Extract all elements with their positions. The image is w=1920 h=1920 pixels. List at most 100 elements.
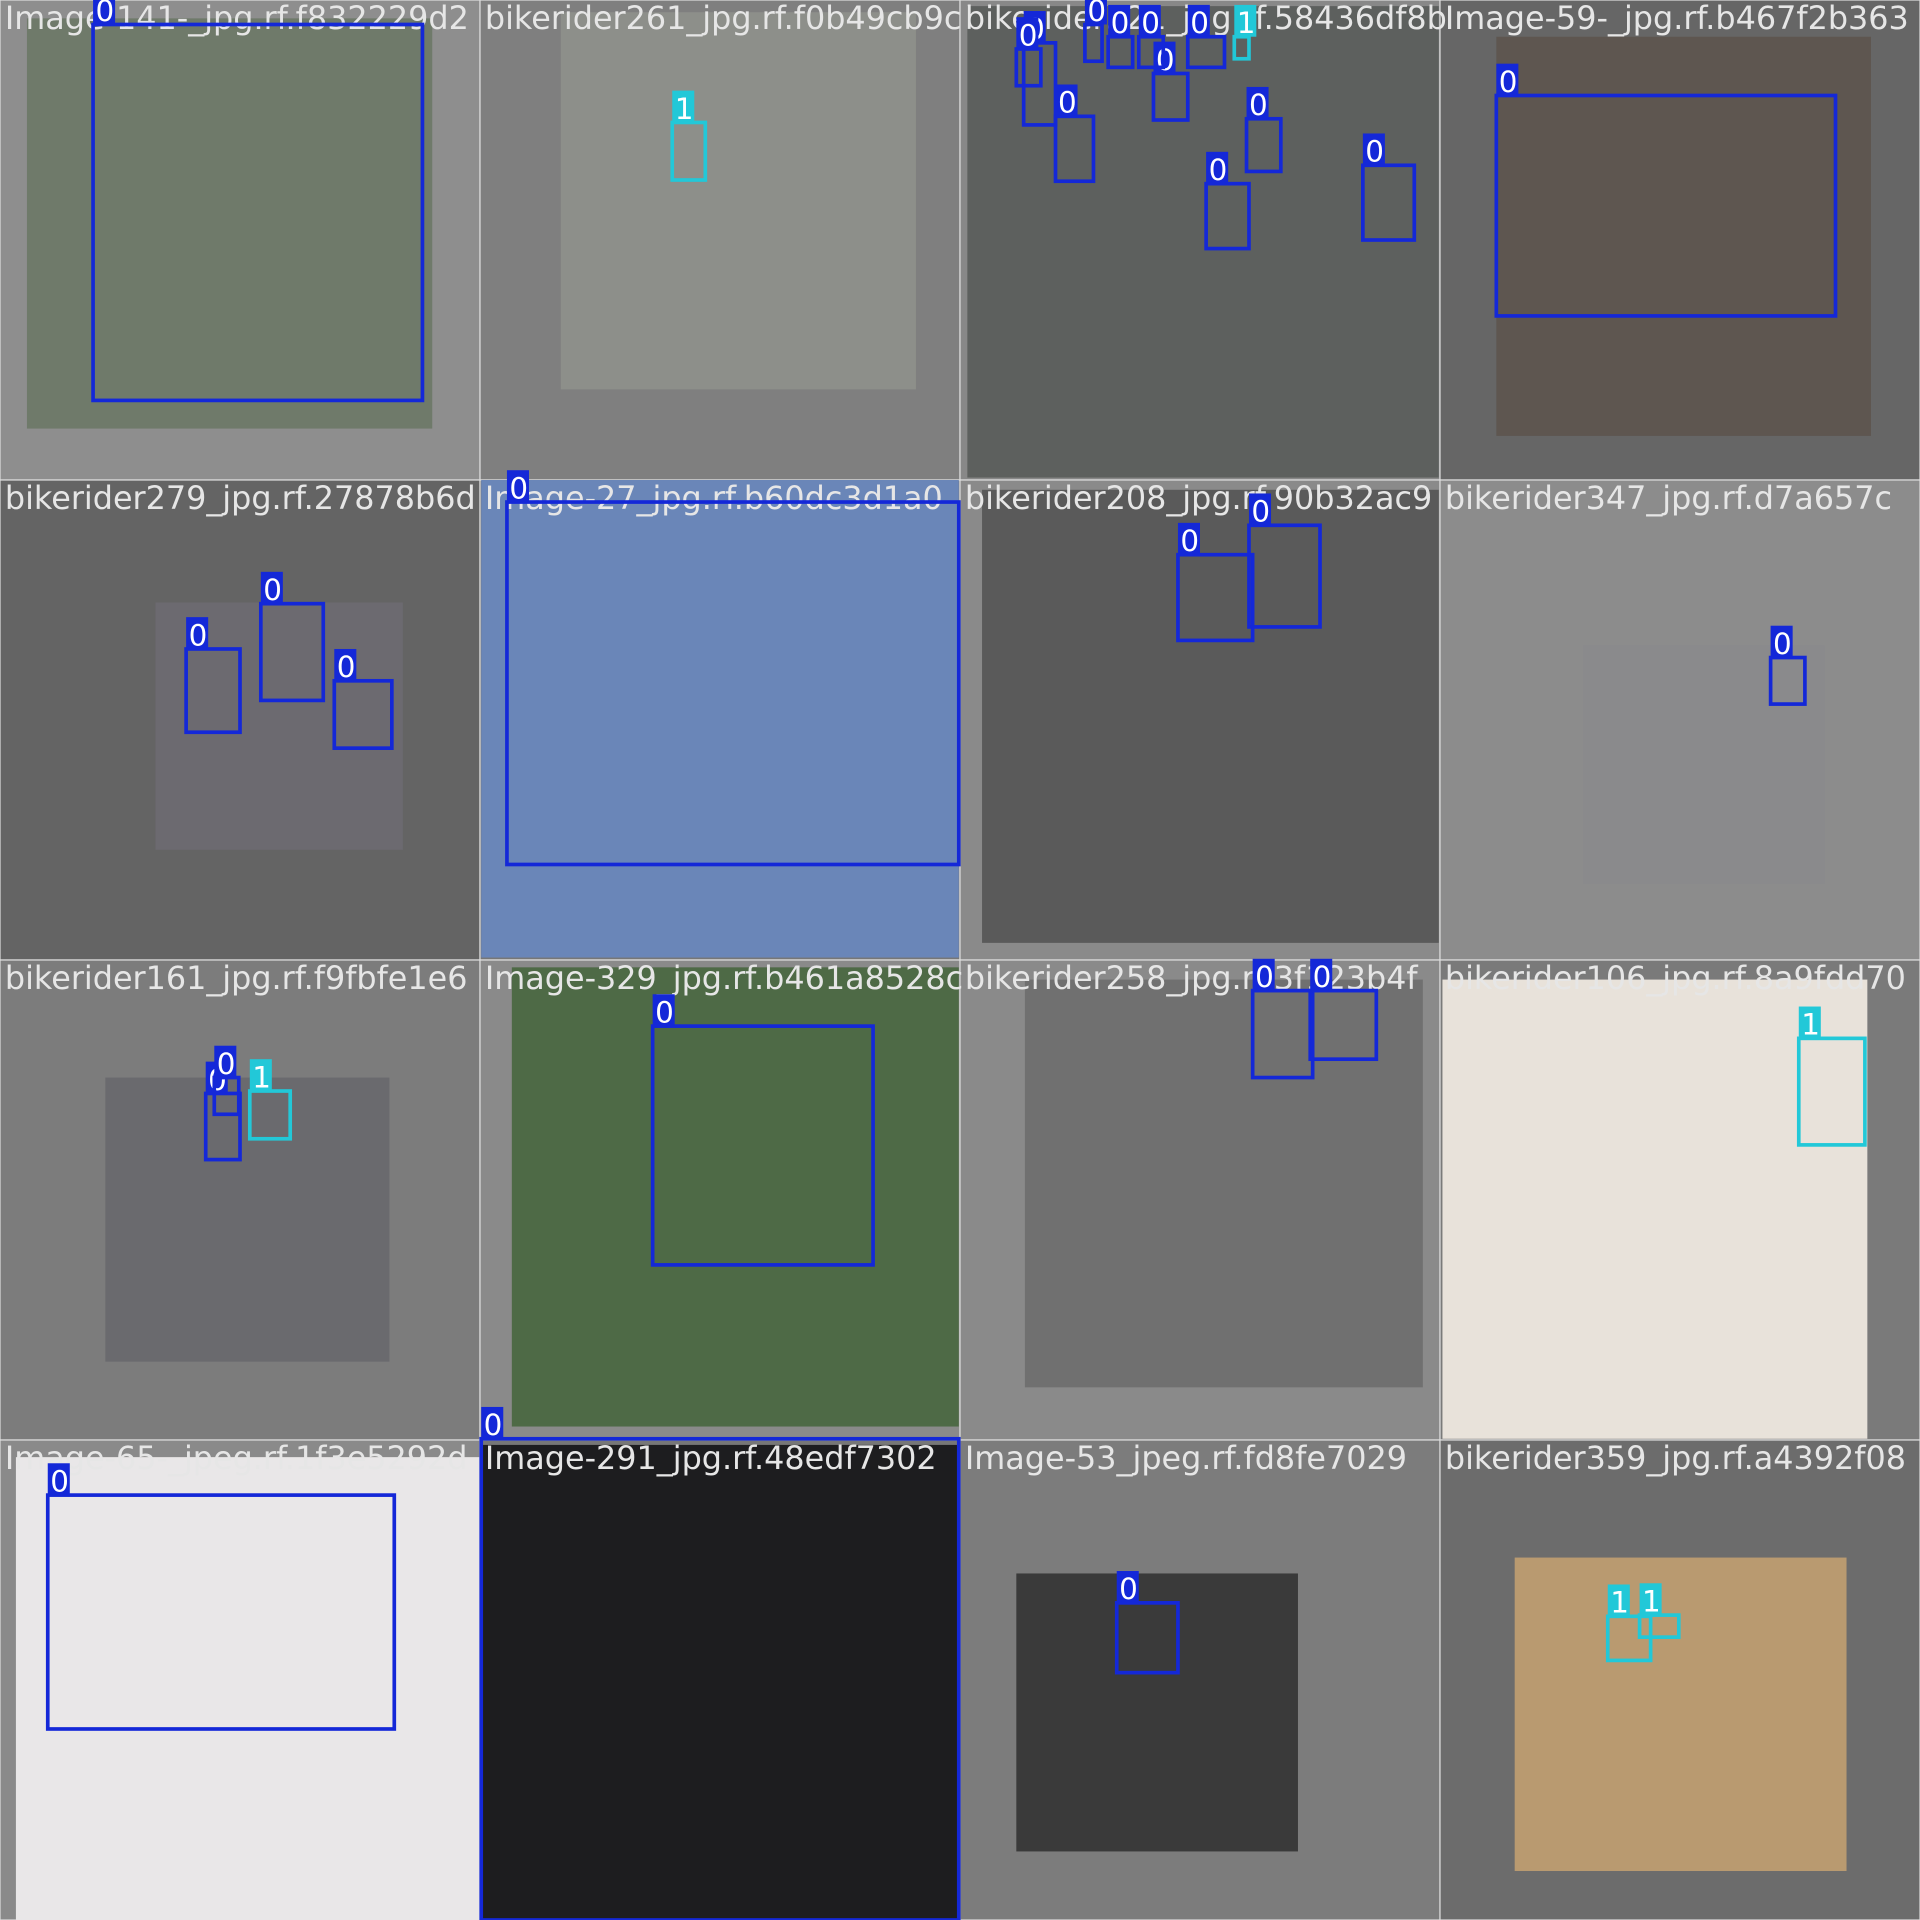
bounding-box	[1494, 93, 1838, 318]
file-name: bikerider161_jpg.rf.f9fbfe1e6	[5, 959, 468, 997]
class-label: 0	[484, 1408, 503, 1442]
label-background	[1138, 4, 1161, 37]
bounding-box	[1136, 34, 1166, 70]
label-background	[1187, 4, 1210, 37]
class-label: 0	[1019, 18, 1038, 52]
photo	[481, 480, 959, 958]
photo	[15, 1457, 481, 1920]
file-name: bikerider347_jpg.rf.d7a657c	[1445, 479, 1892, 517]
class-label: 0	[96, 0, 115, 28]
class-label: 0	[1087, 0, 1106, 28]
class-label: 0	[1249, 88, 1268, 122]
label-background	[249, 1059, 272, 1092]
bounding-box	[1796, 1036, 1867, 1147]
class-label: 1	[1610, 1586, 1629, 1620]
class-label: 0	[1190, 6, 1209, 40]
file-name: Image-59-_jpg.rf.b467f2b363	[1445, 0, 1909, 37]
class-label: 0	[509, 471, 528, 505]
bounding-box	[1232, 34, 1251, 61]
label-background	[186, 617, 209, 649]
label-background	[1770, 625, 1793, 658]
bounding-box	[332, 678, 394, 750]
label-background	[214, 1045, 237, 1078]
bounding-box	[1185, 34, 1227, 70]
label-background	[1116, 1571, 1139, 1603]
label-background	[260, 571, 283, 604]
file-name: Image-291_jpg.rf.48edf7302	[485, 1439, 937, 1477]
class-label: 0	[1119, 1572, 1138, 1606]
label-background	[334, 648, 357, 681]
tile	[959, 959, 1441, 1441]
label-background	[672, 90, 695, 123]
tile	[479, 1439, 961, 1920]
label-background	[1206, 151, 1229, 184]
file-name: bikerider208_jpg.rf.90b32ac9	[965, 479, 1432, 517]
class-label: 1	[252, 1060, 271, 1094]
class-label: 0	[655, 995, 674, 1029]
bounding-box	[1308, 988, 1379, 1062]
tile	[959, 479, 1441, 961]
photo	[560, 12, 916, 390]
file-name: Image-27_jpg.rf.b60dc3d1a0	[485, 479, 943, 517]
photo	[481, 1444, 959, 1920]
tile	[1439, 479, 1920, 961]
label-background	[1108, 4, 1131, 37]
label-background	[1362, 133, 1385, 166]
class-label: 0	[189, 618, 208, 652]
file-name: Image-141-_jpg.rf.f832229d2	[5, 0, 469, 37]
class-label: 0	[1141, 6, 1160, 40]
tile	[0, 1439, 481, 1920]
file-name: Image-329_jpg.rf.b461a8528c	[485, 959, 963, 997]
label-background	[1310, 958, 1333, 991]
tile	[959, 0, 1441, 481]
class-label: 0	[263, 573, 282, 607]
class-label: 1	[1237, 6, 1256, 40]
class-label: 0	[1251, 495, 1270, 529]
label-background	[1607, 1584, 1630, 1617]
file-name: bikerider106_jpg.rf.8a9fdd70	[1445, 959, 1906, 997]
photo	[1024, 979, 1423, 1388]
photo	[1496, 36, 1872, 436]
tile	[479, 0, 961, 481]
class-label: 0	[50, 1464, 69, 1498]
class-label: 0	[1313, 960, 1332, 994]
bounding-box	[1176, 552, 1255, 643]
label-background	[93, 0, 116, 25]
class-label: 1	[1801, 1008, 1820, 1042]
class-label: 0	[1255, 960, 1274, 994]
tile	[0, 0, 481, 481]
tile	[479, 479, 961, 961]
class-label: 0	[217, 1047, 236, 1081]
class-label: 0	[1365, 135, 1384, 169]
class-label: 1	[675, 92, 694, 126]
bounding-box	[258, 601, 326, 703]
photo	[967, 6, 1439, 478]
class-label: 0	[1156, 43, 1175, 77]
label-background	[1798, 1006, 1821, 1039]
file-name: bikerider279_jpg.rf.27878b6d	[5, 479, 476, 517]
label-background	[1084, 0, 1107, 25]
bounding-box	[479, 1436, 961, 1920]
class-label: 0	[337, 650, 356, 684]
tile	[0, 959, 481, 1441]
tile	[1439, 0, 1920, 481]
file-name: bikerider359_jpg.rf.a4392f08	[1445, 1439, 1906, 1477]
label-background	[1177, 522, 1200, 555]
label-background	[481, 1406, 504, 1439]
photo	[105, 1077, 390, 1362]
bounding-box	[91, 22, 425, 403]
label-background	[1248, 493, 1272, 526]
class-label: 0	[1180, 524, 1199, 558]
photo	[511, 967, 959, 1427]
label-background	[1252, 958, 1275, 991]
label-background	[1055, 84, 1078, 117]
file-name: Image-53_jpeg.rf.fd8fe7029	[965, 1439, 1407, 1477]
photo	[1016, 1573, 1298, 1852]
class-label: 0	[1773, 627, 1792, 661]
label-background	[1246, 86, 1269, 119]
photo	[982, 489, 1439, 943]
tile	[1439, 959, 1920, 1441]
bounding-box	[1151, 71, 1190, 122]
bounding-box	[184, 647, 242, 735]
label-background	[1234, 4, 1257, 37]
